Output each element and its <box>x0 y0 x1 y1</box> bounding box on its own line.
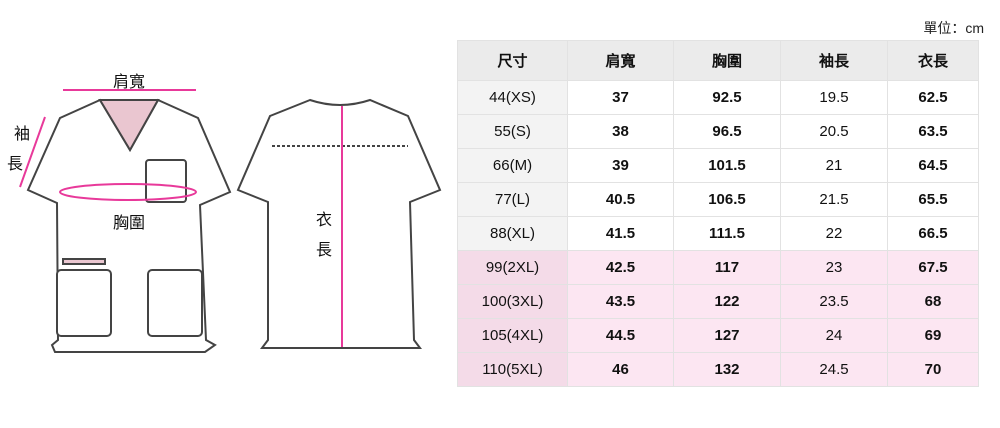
table-row: 110(5XL) 46 132 24.5 70 <box>457 352 979 387</box>
table-cell: 64.5 <box>887 148 979 183</box>
table-cell: 21 <box>780 148 888 183</box>
table-cell: 66.5 <box>887 216 979 251</box>
sleeve-label-2: 長 <box>7 156 24 173</box>
table-cell: 67.5 <box>887 250 979 285</box>
table-cell: 101.5 <box>673 148 781 183</box>
table-cell: 39 <box>567 148 674 183</box>
table-cell: 44(XS) <box>457 80 568 115</box>
chest-label: 胸圍 <box>113 215 146 232</box>
size-diagram <box>19 89 442 353</box>
size-table: 尺寸 肩寬 胸圍 袖長 衣長 44(XS) 37 92.5 19.5 62.5 55(S)… <box>457 40 979 387</box>
table-row: 99(2XL) 42.5 117 23 67.5 <box>457 250 979 285</box>
table-cell: 70 <box>887 352 979 387</box>
header-length: 衣長 <box>887 40 979 81</box>
table-cell: 111.5 <box>673 216 781 251</box>
table-cell: 132 <box>673 352 781 387</box>
header-size: 尺寸 <box>457 40 568 81</box>
table-row: 88(XL) 41.5 111.5 22 66.5 <box>457 216 979 251</box>
table-cell: 96.5 <box>673 114 781 149</box>
table-row: 105(4XL) 44.5 127 24 69 <box>457 318 979 353</box>
length-label-1: 衣 <box>316 212 333 229</box>
table-cell: 69 <box>887 318 979 353</box>
table-cell: 88(XL) <box>457 216 568 251</box>
table-cell: 43.5 <box>567 284 674 319</box>
table-cell: 23.5 <box>780 284 888 319</box>
table-cell: 23 <box>780 250 888 285</box>
table-cell: 100(3XL) <box>457 284 568 319</box>
table-cell: 122 <box>673 284 781 319</box>
header-sleeve: 袖長 <box>780 40 888 81</box>
table-cell: 92.5 <box>673 80 781 115</box>
chest-arrow <box>59 183 197 201</box>
table-cell: 20.5 <box>780 114 888 149</box>
table-row: 100(3XL) 43.5 122 23.5 68 <box>457 284 979 319</box>
table-header: 尺寸 肩寬 胸圍 袖長 衣長 <box>457 40 979 81</box>
table-cell: 40.5 <box>567 182 674 217</box>
table-cell: 38 <box>567 114 674 149</box>
table-cell: 65.5 <box>887 182 979 217</box>
table-cell: 44.5 <box>567 318 674 353</box>
unit-label: 單位：cm <box>923 20 984 36</box>
table-cell: 24.5 <box>780 352 888 387</box>
table-cell: 63.5 <box>887 114 979 149</box>
table-cell: 21.5 <box>780 182 888 217</box>
table-cell: 42.5 <box>567 250 674 285</box>
table-cell: 62.5 <box>887 80 979 115</box>
table-cell: 22 <box>780 216 888 251</box>
sleeve-label-1: 袖 <box>14 126 31 143</box>
header-shoulder: 肩寬 <box>567 40 674 81</box>
length-label-2: 長 <box>316 242 333 259</box>
table-row: 44(XS) 37 92.5 19.5 62.5 <box>457 80 979 115</box>
table-cell: 110(5XL) <box>457 352 568 387</box>
table-row: 55(S) 38 96.5 20.5 63.5 <box>457 114 979 149</box>
table-cell: 37 <box>567 80 674 115</box>
table-cell: 117 <box>673 250 781 285</box>
table-row: 66(M) 39 101.5 21 64.5 <box>457 148 979 183</box>
table-cell: 41.5 <box>567 216 674 251</box>
table-cell: 106.5 <box>673 182 781 217</box>
table-cell: 55(S) <box>457 114 568 149</box>
sleeve-arrow <box>19 116 46 188</box>
table-cell: 24 <box>780 318 888 353</box>
table-cell: 19.5 <box>780 80 888 115</box>
table-cell: 66(M) <box>457 148 568 183</box>
table-cell: 99(2XL) <box>457 250 568 285</box>
shoulder-label: 肩寬 <box>113 74 146 91</box>
table-cell: 127 <box>673 318 781 353</box>
table-cell: 77(L) <box>457 182 568 217</box>
back-shirt-drawing <box>236 98 442 349</box>
table-cell: 46 <box>567 352 674 387</box>
table-cell: 68 <box>887 284 979 319</box>
header-chest: 胸圍 <box>673 40 781 81</box>
measurement-arrows <box>19 89 343 347</box>
table-row: 77(L) 40.5 106.5 21.5 65.5 <box>457 182 979 217</box>
front-shirt-drawing <box>26 98 232 353</box>
table-cell: 105(4XL) <box>457 318 568 353</box>
